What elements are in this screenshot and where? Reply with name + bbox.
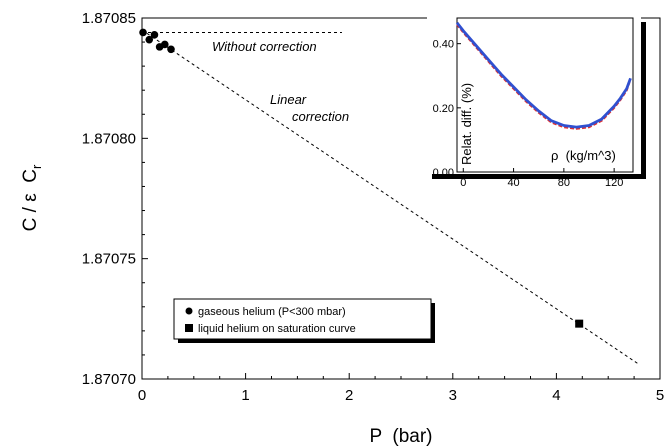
- x-tick-label: 4: [552, 387, 560, 404]
- x-tick-label: 2: [345, 387, 353, 404]
- inset-y-tick-label: 0.40: [433, 39, 454, 51]
- inset-x-tick-label: 120: [605, 177, 623, 189]
- y-axis-title-group: C / ε Cr: [20, 164, 44, 231]
- y-axis-title-subscript: r: [29, 164, 44, 169]
- data-point-circle: [145, 35, 154, 44]
- legend-entry-liquid: liquid helium on saturation curve: [198, 323, 356, 335]
- inset-x-axis-title: ρ (kg/m^3): [551, 148, 616, 163]
- y-tick-label: 1.87070: [82, 371, 136, 388]
- legend-entry-gaseous: gaseous helium (P<300 mbar): [198, 306, 346, 318]
- reference-lines: [141, 29, 640, 365]
- inset-background: [427, 17, 641, 174]
- svg-text:C / ε Cr: C / ε Cr: [20, 164, 44, 231]
- inset-y-axis-title: Relat. diff. (%): [459, 83, 474, 165]
- data-point-circle: [160, 40, 169, 49]
- legend: gaseous helium (P<300 mbar) liquid heliu…: [173, 298, 435, 343]
- x-tick-label: 0: [138, 387, 146, 404]
- x-tick-label: 3: [449, 387, 457, 404]
- inset-y-tick-label: 0.00: [433, 167, 454, 179]
- x-tick-label: 5: [656, 387, 664, 404]
- annotation-without-correction: Without correction: [212, 39, 317, 54]
- y-tick-label: 1.87085: [82, 10, 136, 27]
- inset-lines: [455, 21, 632, 130]
- inset-axes: 0 40 80 120 0.00 0.20 0.40: [433, 39, 624, 189]
- data-point-circle: [167, 45, 175, 54]
- legend-box: [173, 298, 432, 340]
- annotation-linear-correction-line2: correction: [292, 109, 349, 124]
- y-tick-label: 1.87080: [82, 130, 136, 147]
- y-axis-title: C / ε C: [20, 169, 41, 231]
- x-tick-label: 1: [241, 387, 249, 404]
- annotation-linear-correction-line1: Linear: [270, 92, 307, 107]
- legend-marker-circle: [185, 307, 193, 315]
- inset-x-tick-label: 0: [460, 177, 466, 189]
- reference-line: [141, 29, 640, 365]
- data-point-square: [575, 319, 584, 328]
- inset-plot-frame: [456, 17, 634, 173]
- y-tick-label: 1.87075: [82, 251, 136, 268]
- inset-x-tick-label: 40: [507, 177, 519, 189]
- inset-chart: 0 40 80 120 0.00 0.20 0.40 Relat. diff. (%) ρ …: [427, 17, 646, 189]
- main-axes: 0 1 2 3 4 5 1.87070 1.87075 1.87080 1.87085: [82, 10, 664, 404]
- data-point-circle: [150, 31, 159, 39]
- x-axis-title: P (bar): [369, 426, 432, 447]
- data-point-circle: [139, 28, 147, 37]
- legend-marker-square: [185, 324, 193, 332]
- main-data-points: [139, 28, 584, 328]
- inset-y-tick-label: 0.20: [433, 103, 454, 115]
- inset-line-blue: [455, 21, 632, 129]
- inset-x-tick-label: 80: [558, 177, 570, 189]
